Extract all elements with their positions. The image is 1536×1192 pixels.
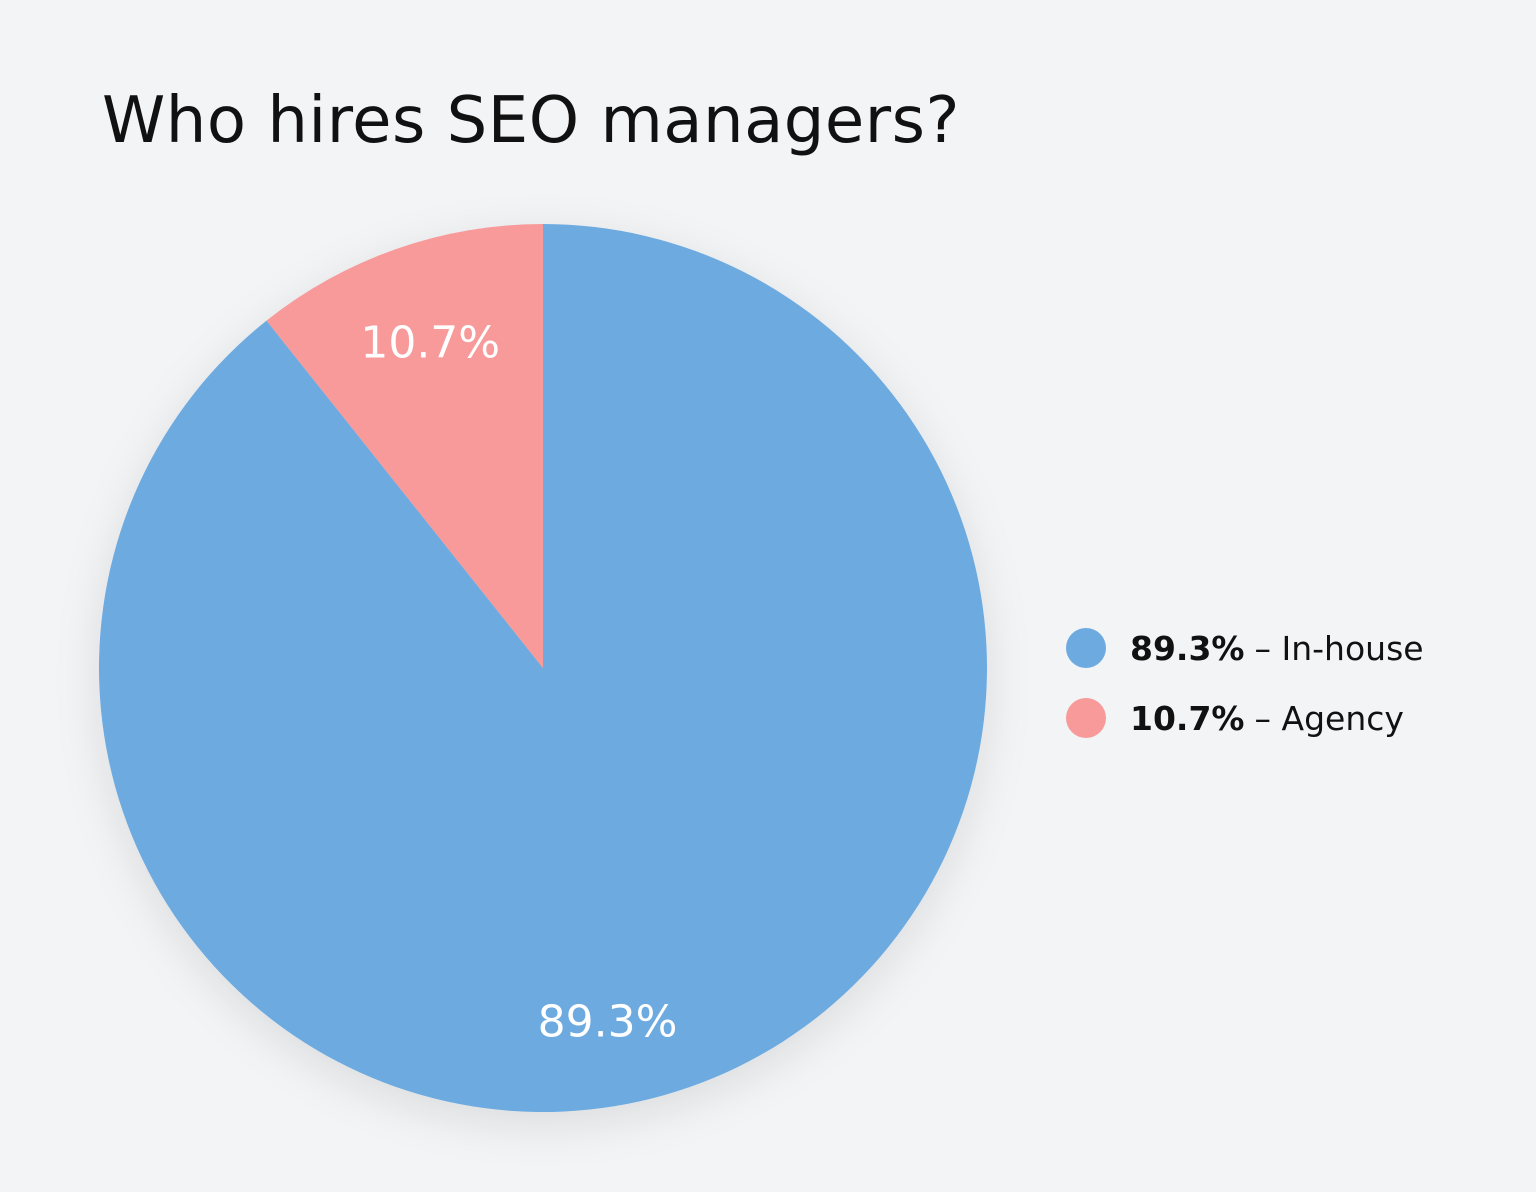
data-label-agency: 10.7%: [360, 317, 500, 368]
pie-slice-agency: [266, 224, 543, 668]
data-label-in-house: 89.3%: [538, 996, 678, 1047]
chart-title: Who hires SEO managers?: [102, 84, 960, 158]
legend-item-in-house: 89.3% – In-house: [1066, 613, 1424, 683]
legend: 89.3% – In-house 10.7% – Agency: [1066, 613, 1424, 753]
legend-item-agency: 10.7% – Agency: [1066, 683, 1424, 753]
legend-swatch-in-house: [1066, 628, 1106, 668]
legend-pct: 10.7%: [1130, 698, 1245, 738]
legend-swatch-agency: [1066, 698, 1106, 738]
legend-pct: 89.3%: [1130, 628, 1245, 668]
legend-label: – In-house: [1254, 628, 1424, 668]
legend-label: – Agency: [1254, 698, 1404, 738]
